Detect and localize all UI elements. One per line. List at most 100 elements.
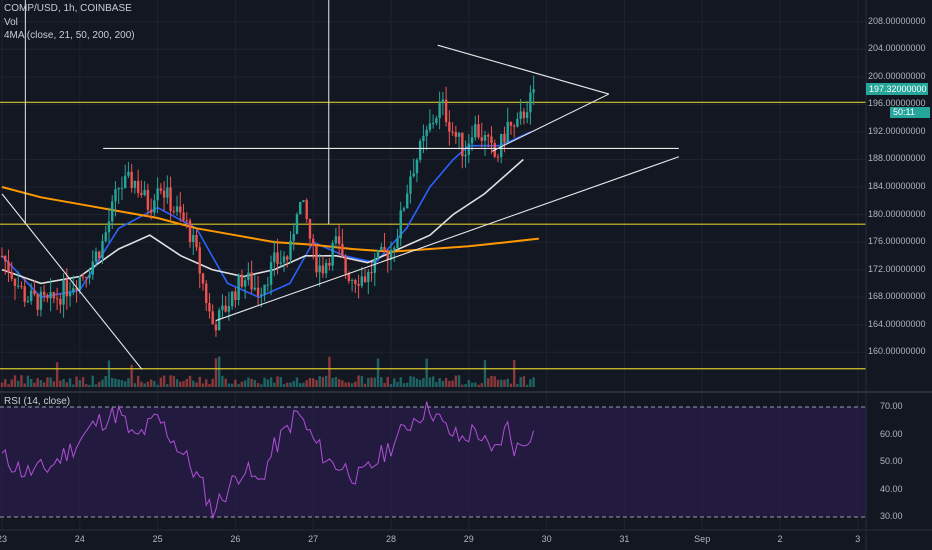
candle-body [182,212,185,221]
candle-body [328,262,331,266]
time-tick-label: 27 [308,534,319,544]
volume-bar [85,384,88,387]
candle-body [46,295,49,299]
volume-bar [256,382,260,387]
price-tick-label: 188.00000000 [868,153,926,164]
volume-bar [263,377,266,387]
candle-body [234,291,237,301]
candle-body [68,292,72,297]
volume-bar [444,377,448,387]
candle-body [406,193,409,209]
volume-bar [373,377,376,387]
volume-bar [354,381,357,387]
volume-bar [389,384,393,387]
volume-bar [451,380,454,387]
volume-bar [127,378,130,387]
volume-legend: Vol [4,17,18,28]
volume-bar [52,381,56,387]
volume-bar [104,376,107,387]
candle-body [224,305,227,312]
candle-body [425,129,428,136]
candle-body [143,189,146,196]
candle-body [188,220,192,242]
price-tick-label: 200.00000000 [868,70,926,81]
candle-body [146,189,150,210]
candle-body [250,272,253,290]
candle-body [360,276,364,286]
candle-body [512,125,516,127]
price-tick-label: 208.00000000 [868,15,926,26]
rsi-line [1,401,535,520]
volume-bar [179,381,182,387]
volume-bar [464,384,467,387]
candle-body [256,287,260,296]
volume-bar [29,378,33,387]
candle-body [412,173,415,177]
volume-bar [140,381,143,387]
volume-bar [42,382,46,387]
trendline [1,193,143,370]
volume-bar [205,379,208,387]
volume-bar [111,377,114,387]
rsi-legend: RSI (14, close) [4,396,71,407]
volume-bar [334,376,338,387]
candle-body [357,283,360,286]
price-tick-label: 168.00000000 [868,291,926,302]
volume-bar [23,383,26,387]
volume-bar [46,377,49,387]
candle-body [276,252,279,264]
volume-bar [234,379,237,387]
price-tick-label: 176.00000000 [868,236,926,247]
volume-bar [500,379,503,387]
volume-bar [88,384,91,387]
candle-body [461,132,464,157]
volume-bar [188,375,192,387]
volume-bar [175,379,179,387]
volume-bar [347,382,351,387]
candle-body [133,180,137,188]
volume-bar [487,378,490,387]
candle-body [418,141,422,160]
volume-bar [279,377,282,387]
rsi-tick-label: 40.00 [880,483,903,494]
volume-bar [318,376,321,387]
volume-bar [393,378,396,387]
candle-body [104,232,107,242]
time-tick-label: 31 [619,534,630,544]
candle-body [17,285,20,287]
trendline [437,44,609,95]
volume-bar [237,384,240,387]
volume-bar [217,356,221,387]
candle-body [318,265,321,273]
volume-bar [266,379,270,387]
volume-bar [185,378,188,387]
volume-bar [208,384,211,387]
candle-body [331,243,334,266]
volume-bar [136,375,140,387]
volume-bar [253,380,257,387]
candle-body [409,176,412,194]
volume-bar [114,378,117,387]
volume-bar [483,360,487,387]
symbol-legend: COMP/USD, 1h, COINBASE [4,3,132,14]
candle-body [457,132,461,137]
candle-body [279,262,282,264]
candle-body [136,180,140,193]
volume-bar [512,360,516,387]
last-price-badge: 197.32000000 [866,83,928,95]
volume-bar [250,378,253,387]
candle-body [123,175,127,188]
ma-legend: 4MA (close, 21, 50, 200, 200) [4,30,135,41]
volume-bar [337,379,341,387]
candle-body [464,154,467,157]
volume-bar [0,382,4,387]
candle-body [127,171,130,176]
volume-bar [328,356,331,387]
candle-body [532,89,535,93]
volume-bar [360,375,364,387]
candle-body [0,255,4,257]
volume-bar [529,379,532,387]
candle-body [487,134,490,137]
candle-body [370,271,373,273]
